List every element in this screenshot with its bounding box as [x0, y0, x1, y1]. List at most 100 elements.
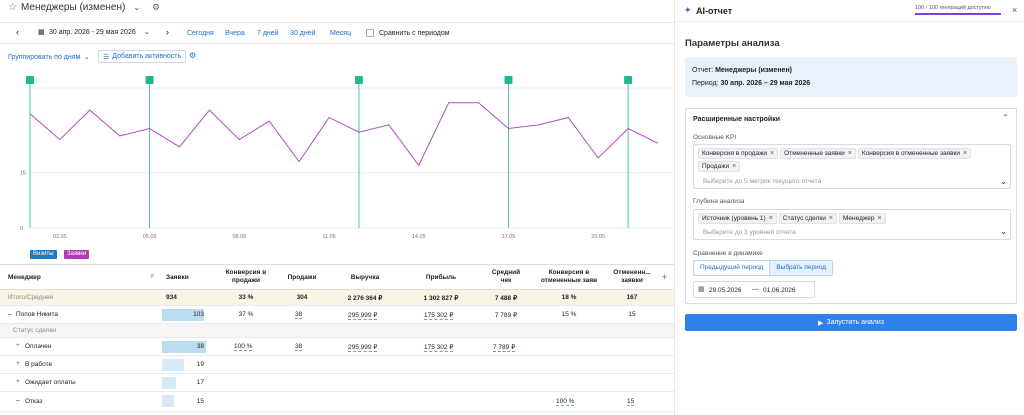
advanced-title[interactable]: Расширенные настройки — [693, 116, 781, 123]
col-avg-check[interactable]: Средний чек — [491, 269, 521, 284]
x-tick-label: 20.05 — [591, 234, 605, 240]
manager-sales[interactable]: 38 — [295, 311, 303, 319]
legend-requests[interactable]: Заявки — [64, 250, 90, 259]
row-revenue[interactable]: 295 999 ₽ — [348, 344, 378, 352]
ai-title: AI-отчет — [696, 6, 733, 16]
expand-icon[interactable]: + — [16, 378, 20, 385]
row-avg[interactable]: 7 789 ₽ — [493, 344, 516, 352]
quota-bar — [915, 13, 1001, 15]
y-tick-label: 0 — [20, 226, 23, 232]
col-conv-cancel[interactable]: Конверсия в отмененные заяв — [540, 269, 598, 284]
star-icon[interactable]: ☆ — [8, 1, 17, 13]
quick-7-days[interactable]: 7 дней — [257, 30, 279, 37]
row-conv[interactable]: 100 % — [234, 343, 253, 351]
x-tick-label: 14.05 — [412, 234, 426, 240]
row-requests: 19 — [196, 361, 204, 368]
collapse-icon[interactable]: – — [16, 397, 20, 404]
activity-chart: 0 15 02.05 05.05 08.05 11.05 14.05 17.05 20.05 — [20, 76, 672, 240]
kpi-select[interactable]: Конверсия в продажи × Отмененные заявки × … — [693, 144, 1011, 189]
col-requests[interactable]: Заявки — [166, 274, 189, 281]
prev-period-button[interactable]: ‹ — [16, 27, 19, 37]
legend-visits[interactable]: Визиты — [30, 250, 57, 259]
close-icon[interactable]: × — [1012, 5, 1018, 15]
quick-yesterday[interactable]: Вчера — [225, 30, 245, 37]
manager-revenue[interactable]: 295 999 ₽ — [348, 312, 378, 320]
chevron-down-icon[interactable]: ⌄ — [1000, 227, 1007, 236]
report-info-box: Отчет: Менеджеры (изменен) Период: 30 ап… — [685, 57, 1017, 97]
activity-marker — [145, 76, 154, 84]
manager-profit[interactable]: 175 302 ₽ — [424, 312, 454, 320]
search-icon[interactable]: ⌕ — [150, 271, 155, 280]
expand-icon[interactable]: + — [16, 360, 20, 367]
manager-row[interactable]: – Попов Никита 103 37 % 38 295 999 ₽ 175… — [0, 306, 674, 324]
date-from[interactable]: 29.05.2026 — [709, 287, 742, 294]
date-toolbar: ‹ ▦ 30 апр. 2026 - 29 мая 2026 ⌄ › Сегод… — [0, 22, 674, 44]
gear-icon[interactable]: ⚙ — [152, 1, 161, 12]
col-profit[interactable]: Прибыль — [425, 274, 457, 281]
close-icon[interactable]: × — [877, 215, 882, 222]
date-separator: — — [752, 286, 759, 293]
row-conv-cancel[interactable]: 100 % — [556, 398, 575, 406]
date-to[interactable]: 01.06.2026 — [763, 287, 796, 294]
kpi-chip: Конверсия в продажи × — [698, 148, 779, 159]
chip-label: Конверсия в отмененные заявки — [861, 150, 961, 157]
depth-select[interactable]: Источник (уровень 1) × Статус сделки × Мен… — [693, 209, 1011, 240]
expand-icon[interactable]: + — [16, 342, 20, 349]
date-range-select[interactable]: 30 апр. 2026 - 29 мая 2026 — [49, 29, 136, 36]
total-sales: 304 — [296, 294, 308, 301]
table-row[interactable]: + Оплачен 38 100 % 38 295 999 ₽ 175 302 … — [0, 338, 674, 356]
table-row[interactable]: – Отказ 15 100 % 15 — [0, 392, 674, 412]
col-sales[interactable]: Продажи — [287, 274, 317, 281]
quick-today[interactable]: Сегодня — [187, 30, 214, 37]
chip-label: Статус сделки — [782, 215, 826, 222]
table-row[interactable]: + В работе 19 — [0, 356, 674, 374]
col-cancelled[interactable]: Отмененн... заявки — [613, 269, 651, 284]
period-date-range[interactable]: ▦ 29.05.2026 — 01.06.2026 — [693, 281, 815, 298]
close-icon[interactable]: × — [768, 215, 773, 222]
chevron-down-icon[interactable]: ⌄ — [1000, 177, 1007, 186]
close-icon[interactable]: × — [732, 163, 737, 170]
collapse-icon[interactable]: – — [8, 311, 12, 318]
settings-gear-icon[interactable]: ⚙ — [189, 51, 197, 60]
col-revenue[interactable]: Выручка — [350, 274, 380, 281]
report-title: Менеджеры (изменен) — [20, 1, 126, 13]
manager-name: Попов Никита — [16, 311, 58, 318]
row-label: Ожидает оплаты — [25, 379, 76, 386]
close-icon[interactable]: × — [828, 215, 833, 222]
run-analysis-button[interactable]: ▶ Запустить анализ — [685, 314, 1017, 331]
kpi-chip: Конверсия в отмененные заявки × — [857, 148, 972, 159]
quick-month[interactable]: Месяц — [330, 30, 352, 37]
total-conv: 33 % — [238, 294, 254, 301]
quick-30-days[interactable]: 30 дней — [290, 30, 316, 37]
add-activity-button[interactable]: ☰ Добавить активность — [98, 50, 187, 63]
depth-label: Глубина анализа — [693, 198, 745, 205]
requests-bar — [162, 359, 184, 371]
close-icon[interactable]: × — [770, 150, 775, 157]
col-manager[interactable]: Менеджер — [8, 274, 41, 281]
add-column-button[interactable]: + — [662, 272, 668, 282]
table-row[interactable]: + Ожидает оплаты 17 — [0, 374, 674, 392]
row-label: Отказ — [25, 398, 43, 405]
y-tick-label: 15 — [20, 171, 26, 177]
chevron-up-icon[interactable]: ⌃ — [1002, 113, 1009, 122]
activity-marker — [354, 76, 363, 84]
row-sales[interactable]: 38 — [295, 343, 303, 351]
close-icon[interactable]: × — [963, 150, 968, 157]
manager-cancelled: 15 — [628, 311, 636, 318]
activity-marker — [504, 76, 513, 84]
row-cancelled[interactable]: 15 — [627, 398, 635, 406]
row-profit[interactable]: 175 302 ₽ — [424, 344, 454, 352]
tab-pick-period[interactable]: Выбрать период — [769, 261, 832, 275]
close-icon[interactable]: × — [847, 150, 852, 157]
depth-chip-list: Источник (уровень 1) × Статус сделки × Мен… — [698, 212, 1006, 225]
total-row: Итого/Среднее 934 33 % 304 2 276 364 ₽ 1… — [0, 290, 674, 306]
next-period-button[interactable]: › — [166, 27, 169, 37]
chevron-down-icon[interactable]: ⌄ — [133, 2, 141, 12]
col-conv-sales[interactable]: Конверсия в продажи — [225, 269, 267, 284]
compare-checkbox[interactable] — [366, 29, 374, 37]
chip-label: Менеджер — [842, 215, 875, 222]
tab-previous-period[interactable]: Предыдущий период — [700, 264, 764, 271]
group-by-select[interactable]: Группировать по дням — [8, 54, 81, 61]
params-title: Параметры анализа — [685, 38, 780, 49]
kpi-chip-list: Конверсия в продажи × Отмененные заявки × … — [698, 147, 1006, 173]
